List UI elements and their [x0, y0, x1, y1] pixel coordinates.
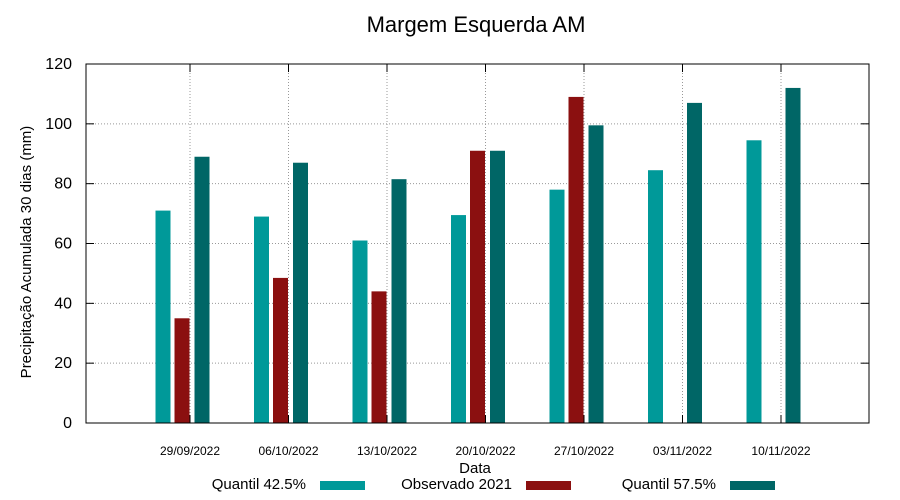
y-tick-label: 120 [45, 56, 72, 73]
legend-swatch [730, 481, 775, 490]
bar [194, 156, 210, 423]
y-axis-label: Precipitação Acumulada 30 dias (mm) [18, 126, 35, 379]
x-axis-label: Data [459, 460, 491, 477]
bar [785, 87, 801, 423]
bar [588, 125, 604, 424]
bars [155, 87, 801, 424]
bar [490, 150, 505, 423]
y-tick-label: 60 [54, 236, 72, 253]
bar [568, 96, 584, 424]
x-tick-label: 06/10/2022 [258, 444, 318, 458]
chart-title: Margem Esquerda AM [367, 12, 586, 37]
x-tick-label: 13/10/2022 [357, 444, 417, 458]
legend-swatch [526, 481, 571, 490]
bar [174, 318, 190, 423]
legend: Quantil 42.5% Observado 2021 Quantil 57.5% [212, 476, 775, 493]
x-tick-label: 10/11/2022 [751, 444, 810, 458]
legend-label: Quantil 42.5% [212, 476, 306, 493]
y-tick-label: 20 [54, 355, 72, 372]
x-tick-label: 20/10/2022 [455, 444, 515, 458]
x-tick-label: 29/09/2022 [160, 444, 220, 458]
bar [549, 189, 565, 423]
legend-swatch [320, 481, 365, 490]
legend-label: Observado 2021 [401, 476, 512, 493]
bar [155, 210, 171, 423]
y-tick-label: 100 [45, 116, 72, 133]
y-tick-label: 80 [54, 176, 72, 193]
bar [746, 140, 762, 423]
bar [371, 291, 387, 423]
x-axis: 29/09/2022 06/10/2022 13/10/2022 20/10/2022… [160, 64, 811, 458]
legend-label: Quantil 57.5% [622, 476, 716, 493]
bar [648, 170, 663, 423]
y-tick-label: 40 [54, 295, 72, 312]
x-tick-label: 27/10/2022 [554, 444, 614, 458]
bar [293, 162, 308, 423]
y-tick-label: 0 [63, 415, 72, 432]
bar [470, 150, 485, 423]
bar [352, 240, 368, 423]
y-axis: 0 20 40 60 80 100 120 [45, 56, 869, 432]
bar [687, 102, 702, 424]
bar [451, 215, 466, 423]
bar [273, 277, 288, 423]
x-tick-label: 03/11/2022 [653, 444, 712, 458]
bar [391, 179, 407, 423]
bar [254, 216, 269, 423]
